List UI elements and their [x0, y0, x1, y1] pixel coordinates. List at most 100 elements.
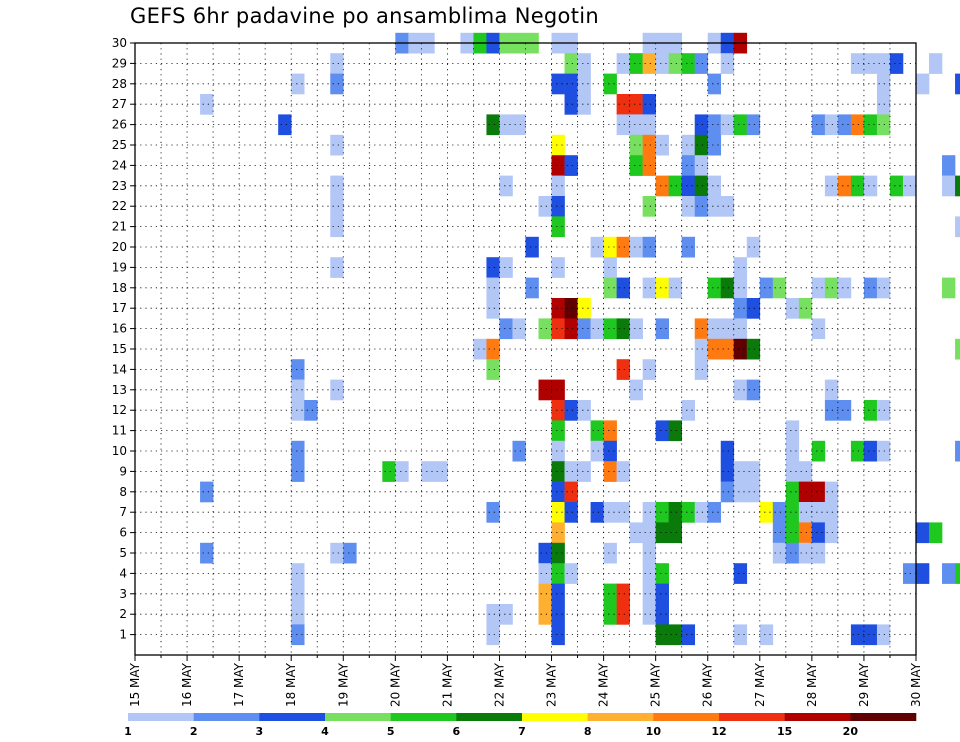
heatmap-cell [733, 624, 748, 646]
heatmap-cell [707, 318, 722, 340]
heatmap-cell [564, 400, 578, 421]
y-tick-label: 18 [112, 281, 127, 295]
heatmap-cell [551, 216, 565, 238]
heatmap-cell [707, 502, 722, 523]
heatmap-cell [772, 542, 787, 564]
heatmap-cell [551, 379, 565, 401]
heatmap-cell [889, 53, 904, 74]
colorbar-segment [587, 713, 654, 721]
heatmap-cell [486, 359, 500, 380]
colorbar-label: 15 [777, 725, 792, 738]
grid-layer [134, 42, 917, 655]
heatmap-cell [486, 502, 500, 523]
heatmap-cell [785, 522, 800, 544]
heatmap-cell [916, 73, 930, 95]
heatmap-cell [564, 563, 578, 584]
y-tick-label: 21 [112, 220, 127, 234]
heatmap-cell [642, 604, 656, 625]
heatmap-cell [642, 563, 656, 584]
heatmap-cell [863, 114, 878, 136]
heatmap-cell [590, 318, 604, 340]
heatmap-cell [655, 563, 669, 584]
cells-layer [200, 32, 960, 646]
y-tick-label: 6 [119, 526, 127, 540]
heatmap-cell [603, 502, 617, 523]
heatmap-cell [434, 461, 448, 482]
heatmap-cell [330, 175, 344, 197]
y-tick-label: 2 [119, 607, 127, 621]
heatmap-cell [642, 359, 656, 380]
heatmap-cell [916, 563, 930, 584]
heatmap-cell [291, 379, 305, 401]
x-tick-label: 29 MAY [857, 662, 871, 707]
heatmap-cell [720, 196, 735, 217]
heatmap-cell [551, 196, 565, 217]
heatmap-cell [564, 94, 578, 115]
heatmap-cell [382, 461, 396, 482]
x-tick-label: 22 MAY [492, 662, 506, 707]
heatmap-cell [876, 440, 891, 462]
x-tick-label: 25 MAY [649, 662, 663, 707]
heatmap-cell [616, 359, 630, 380]
heatmap-cell [616, 114, 630, 136]
heatmap-cell [863, 440, 878, 462]
heatmap-cell [655, 175, 669, 197]
colorbar-label: 3 [256, 725, 264, 738]
heatmap-cell [668, 624, 682, 646]
heatmap-cell [955, 73, 960, 95]
y-tick-label: 9 [119, 464, 127, 478]
y-tick-label: 24 [112, 158, 127, 172]
heatmap-cell [629, 53, 643, 74]
y-tick-label: 10 [112, 444, 127, 458]
heatmap-cell [746, 379, 761, 401]
heatmap-cell [564, 298, 578, 319]
heatmap-cell [629, 318, 643, 340]
heatmap-cell [929, 53, 943, 74]
heatmap-cell [694, 175, 709, 197]
heatmap-cell [291, 583, 305, 605]
heatmap-cell [642, 522, 656, 544]
heatmap-cell [486, 338, 500, 360]
heatmap-cell [642, 196, 656, 217]
colorbar-segment [193, 713, 260, 721]
heatmap-cell [759, 502, 774, 523]
heatmap-cell [668, 175, 682, 197]
heatmap-cell [876, 277, 891, 299]
colorbar-segment [784, 713, 851, 721]
heatmap-cell [863, 277, 878, 299]
colorbar-segment [128, 713, 194, 721]
heatmap-cell [929, 522, 943, 544]
heatmap-cell [824, 400, 839, 421]
heatmap-cell [733, 461, 748, 482]
colorbar-segment [259, 713, 326, 721]
heatmap-cell [811, 502, 826, 523]
heatmap-cell [512, 318, 526, 340]
colorbar-label: 1 [124, 725, 132, 738]
heatmap-cell [694, 114, 709, 136]
heatmap-cell [681, 236, 696, 258]
heatmap-cell [863, 624, 878, 646]
heatmap-cell [330, 257, 344, 278]
heatmap-cell [538, 563, 552, 584]
heatmap-cell [330, 134, 344, 156]
heatmap-cell [733, 563, 748, 584]
heatmap-cell [525, 277, 539, 299]
heatmap-cell [811, 440, 826, 462]
heatmap-cell [616, 318, 630, 340]
heatmap-cell [955, 563, 960, 584]
heatmap-cell [850, 624, 865, 646]
colorbar-segment [719, 713, 785, 721]
heatmap-cell [590, 440, 604, 462]
heatmap-cell [291, 400, 305, 421]
heatmap-cell [590, 502, 604, 523]
heatmap-cell [733, 379, 748, 401]
heatmap-cell [603, 257, 617, 278]
heatmap-cell [681, 175, 696, 197]
heatmap-cell [955, 175, 960, 197]
heatmap-cell [746, 114, 761, 136]
x-tick-label: 28 MAY [805, 662, 819, 707]
heatmap-cell [720, 277, 735, 299]
heatmap-cell [824, 114, 839, 136]
y-tick-label: 27 [112, 97, 127, 111]
heatmap-cell [577, 461, 591, 482]
